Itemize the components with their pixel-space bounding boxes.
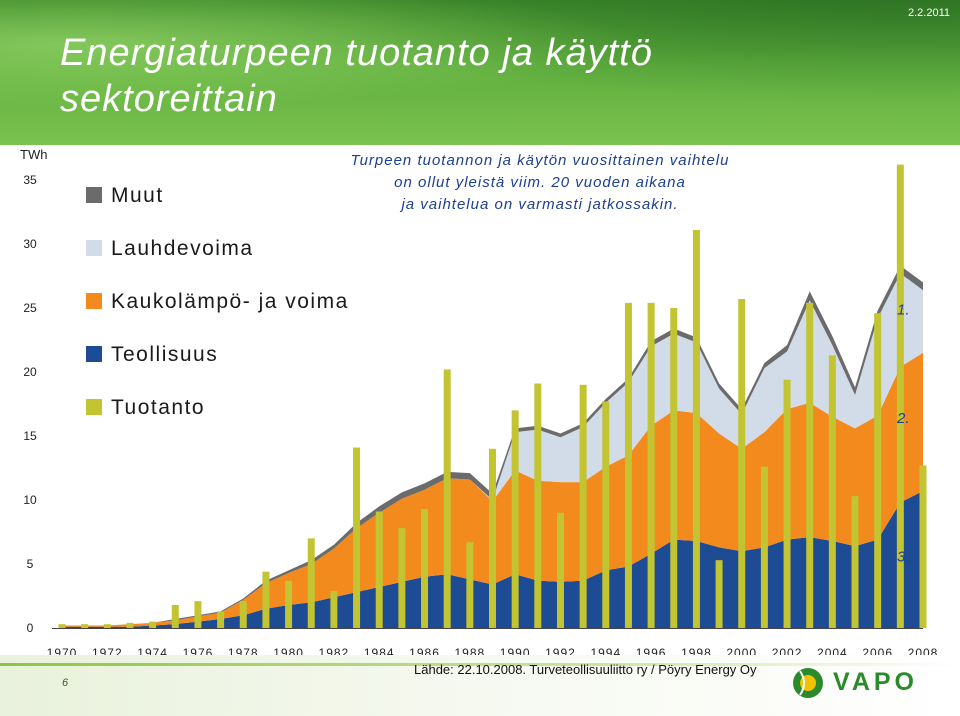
- vapo-logo-icon: [793, 668, 823, 698]
- bar-tuotanto: [783, 379, 791, 628]
- bar-tuotanto: [602, 401, 610, 628]
- bar-tuotanto: [171, 604, 179, 628]
- bar-tuotanto: [715, 560, 723, 628]
- legend-swatch: [86, 293, 102, 309]
- bar-tuotanto: [126, 622, 134, 628]
- x-tick-label: 1992: [545, 646, 576, 655]
- bar-tuotanto: [103, 624, 111, 628]
- bar-tuotanto: [307, 538, 315, 628]
- x-tick-label: 1998: [681, 646, 712, 655]
- x-tick-label: 2006: [862, 646, 893, 655]
- y-tick-label: 15: [23, 429, 37, 443]
- bar-tuotanto: [919, 465, 927, 628]
- bar-tuotanto: [81, 624, 89, 628]
- bar-tuotanto: [556, 512, 564, 628]
- note-line-1: Turpeen tuotannon ja käytön vuosittainen…: [350, 152, 730, 169]
- y-tick-label: 5: [27, 557, 34, 571]
- bar-tuotanto: [421, 508, 429, 628]
- bar-tuotanto: [851, 496, 859, 628]
- area-series-teollisuus: [62, 491, 923, 628]
- x-tick-label: 1996: [636, 646, 667, 655]
- bar-tuotanto: [624, 302, 632, 628]
- legend-swatch: [86, 240, 102, 256]
- chart-annotation: 1.: [897, 301, 910, 318]
- x-tick-label: 2002: [772, 646, 803, 655]
- note-line-2: on ollut yleistä viim. 20 vuoden aikana: [394, 174, 686, 191]
- stacked-area-chart: TWh 0 5 10 15 20 25 30 35 1970 1972 1974 1976 1978 198…: [20, 147, 939, 655]
- bar-tuotanto: [670, 308, 678, 628]
- chart-note: Turpeen tuotannon ja käytön vuosittainen…: [270, 150, 810, 216]
- x-tick-label: 1970: [47, 646, 78, 655]
- x-tick-label: 1972: [92, 646, 123, 655]
- legend-label: Teollisuus: [111, 343, 218, 366]
- logo-text: VAPO: [833, 668, 918, 696]
- x-tick-label: 1982: [319, 646, 350, 655]
- x-tick-label: 1986: [409, 646, 440, 655]
- y-tick-label: 0: [27, 621, 34, 635]
- x-tick-label: 2000: [726, 646, 757, 655]
- bar-tuotanto: [239, 601, 247, 628]
- bar-tuotanto: [874, 313, 882, 628]
- y-axis-label: TWh: [20, 147, 47, 162]
- bar-tuotanto: [806, 302, 814, 628]
- bar-tuotanto: [443, 369, 451, 628]
- x-tick-label: 1980: [273, 646, 304, 655]
- x-tick-label: 1988: [454, 646, 485, 655]
- header-background: [0, 0, 960, 145]
- y-tick-label: 30: [23, 237, 37, 251]
- legend-swatch: [86, 346, 102, 362]
- bar-tuotanto: [647, 302, 655, 628]
- x-tick-label: 2004: [817, 646, 848, 655]
- bar-tuotanto: [466, 542, 474, 628]
- bar-tuotanto: [398, 528, 406, 628]
- chart-annotation: 2.: [896, 410, 910, 427]
- bar-tuotanto: [58, 624, 66, 628]
- x-tick-label: 1978: [228, 646, 259, 655]
- bar-tuotanto: [353, 447, 361, 628]
- legend-label: Kaukolämpö- ja voima: [111, 290, 349, 313]
- bar-tuotanto: [511, 410, 519, 628]
- title-line-1: Energiaturpeen tuotanto ja käyttö: [60, 32, 653, 74]
- bar-tuotanto: [149, 621, 157, 628]
- legend-label: Lauhdevoima: [111, 237, 254, 260]
- title-line-2: sektoreittain: [60, 78, 278, 120]
- chart-annotation: 3.: [897, 548, 910, 565]
- legend-label: Muut: [111, 184, 164, 207]
- y-tick-label: 25: [23, 301, 37, 315]
- bar-tuotanto: [262, 571, 270, 628]
- slide-title: Energiaturpeen tuotanto ja käyttö sektore…: [60, 30, 653, 122]
- footer-rule: [0, 663, 960, 666]
- x-tick-label: 1990: [500, 646, 531, 655]
- y-tick-label: 20: [23, 365, 37, 379]
- bar-tuotanto: [760, 466, 768, 628]
- page-number: 6: [62, 677, 69, 689]
- x-tick-label: 1976: [183, 646, 214, 655]
- x-tick-label: 1994: [590, 646, 621, 655]
- bar-tuotanto: [738, 299, 746, 628]
- legend-swatch: [86, 399, 102, 415]
- bar-tuotanto: [489, 448, 496, 628]
- x-tick-label: 1974: [137, 646, 168, 655]
- y-tick-label: 10: [23, 493, 37, 507]
- x-tick-label: 1984: [364, 646, 395, 655]
- bar-tuotanto: [692, 229, 700, 629]
- bar-tuotanto: [828, 355, 836, 628]
- bar-tuotanto: [330, 590, 338, 628]
- bar-tuotanto: [896, 164, 904, 628]
- bar-tuotanto: [285, 580, 293, 628]
- x-tick-label: 2008: [908, 646, 939, 655]
- bar-tuotanto: [579, 384, 587, 628]
- y-tick-label: 35: [23, 173, 37, 187]
- bar-tuotanto: [217, 611, 225, 628]
- legend-swatch: [86, 187, 102, 203]
- note-line-3: ja vaihtelua on varmasti jatkossakin.: [401, 196, 679, 213]
- legend-label: Tuotanto: [111, 396, 205, 419]
- slide-header: [0, 0, 960, 145]
- bar-tuotanto: [534, 383, 542, 628]
- source-note: Lähde: 22.10.2008. Turveteollisuuliitto …: [414, 662, 757, 677]
- bar-tuotanto: [194, 601, 202, 628]
- bar-tuotanto: [375, 511, 383, 628]
- slide-date: 2.2.2011: [907, 7, 950, 19]
